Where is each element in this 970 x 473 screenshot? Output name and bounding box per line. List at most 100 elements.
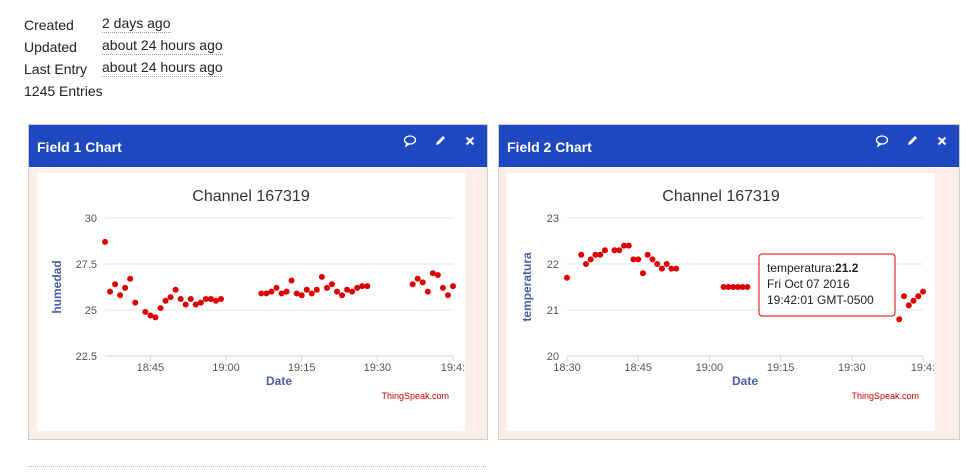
data-point[interactable]: [202, 295, 209, 302]
data-point[interactable]: [212, 297, 219, 304]
pencil-icon[interactable]: [905, 134, 919, 148]
data-point[interactable]: [293, 290, 300, 297]
data-point[interactable]: [630, 256, 637, 263]
y-tick-label: 25: [85, 305, 97, 317]
y-tick-label: 30: [85, 213, 97, 225]
data-point[interactable]: [107, 288, 114, 295]
data-point[interactable]: [414, 275, 421, 282]
data-point[interactable]: [439, 284, 446, 291]
data-point[interactable]: [152, 314, 159, 321]
panel-header: Field 2 Chart: [499, 125, 959, 167]
data-point[interactable]: [429, 270, 436, 277]
data-point[interactable]: [122, 284, 129, 291]
data-point[interactable]: [313, 286, 320, 293]
data-point[interactable]: [142, 308, 149, 315]
data-point[interactable]: [920, 288, 926, 295]
data-point[interactable]: [263, 290, 270, 297]
data-point[interactable]: [616, 247, 623, 254]
data-point[interactable]: [444, 292, 451, 299]
data-point[interactable]: [268, 288, 275, 295]
pencil-icon[interactable]: [433, 134, 447, 148]
data-point[interactable]: [354, 284, 361, 291]
data-point[interactable]: [167, 294, 174, 301]
data-point[interactable]: [132, 299, 139, 306]
data-point[interactable]: [901, 293, 908, 300]
data-point[interactable]: [288, 277, 295, 284]
data-point[interactable]: [308, 290, 315, 297]
data-point[interactable]: [635, 256, 642, 263]
tooltip-value-line: temperatura:21.2: [767, 261, 859, 275]
data-point[interactable]: [739, 284, 746, 290]
data-point[interactable]: [611, 247, 618, 254]
data-point[interactable]: [318, 273, 325, 280]
data-point[interactable]: [625, 242, 632, 249]
data-point[interactable]: [197, 299, 204, 306]
data-point[interactable]: [644, 251, 651, 258]
data-point[interactable]: [182, 301, 189, 308]
data-point[interactable]: [424, 288, 431, 295]
data-point[interactable]: [582, 261, 589, 267]
data-point[interactable]: [639, 270, 646, 277]
data-point[interactable]: [218, 295, 224, 302]
data-point[interactable]: [278, 290, 285, 297]
data-point[interactable]: [905, 302, 912, 309]
data-point[interactable]: [434, 272, 441, 279]
data-point[interactable]: [328, 281, 335, 288]
data-point[interactable]: [654, 261, 661, 267]
data-point[interactable]: [172, 286, 179, 293]
data-point[interactable]: [673, 265, 680, 272]
data-point[interactable]: [127, 275, 134, 282]
data-point[interactable]: [339, 292, 346, 299]
data-point[interactable]: [187, 295, 194, 302]
data-point[interactable]: [578, 251, 585, 258]
data-point[interactable]: [334, 288, 340, 295]
data-point[interactable]: [587, 256, 594, 263]
data-point[interactable]: [725, 284, 732, 290]
comment-icon[interactable]: [403, 134, 417, 148]
data-point[interactable]: [663, 261, 670, 267]
data-point[interactable]: [658, 265, 665, 272]
chart-credit-link[interactable]: ThingSpeak.com: [381, 391, 449, 401]
data-point[interactable]: [349, 288, 356, 295]
data-point[interactable]: [112, 281, 119, 288]
data-point[interactable]: [323, 284, 330, 291]
data-point[interactable]: [450, 283, 456, 290]
data-point[interactable]: [668, 265, 675, 272]
data-point[interactable]: [359, 283, 366, 290]
data-point[interactable]: [649, 256, 656, 263]
data-point[interactable]: [192, 301, 199, 308]
data-point[interactable]: [344, 286, 351, 293]
data-point[interactable]: [896, 316, 903, 323]
close-icon[interactable]: [935, 134, 949, 148]
data-point[interactable]: [720, 284, 727, 290]
data-point[interactable]: [409, 281, 416, 288]
data-point[interactable]: [564, 274, 570, 281]
data-point[interactable]: [730, 284, 737, 290]
data-point[interactable]: [597, 251, 604, 258]
x-tick-label: 19:00: [696, 362, 724, 374]
data-point[interactable]: [620, 242, 627, 249]
data-point[interactable]: [162, 297, 169, 304]
data-point[interactable]: [419, 279, 426, 286]
data-point[interactable]: [258, 290, 265, 297]
data-point[interactable]: [744, 284, 751, 290]
data-point[interactable]: [117, 292, 124, 299]
data-point[interactable]: [273, 284, 280, 291]
close-icon[interactable]: [463, 134, 477, 148]
data-point[interactable]: [157, 305, 164, 312]
data-point[interactable]: [910, 297, 917, 304]
comment-icon[interactable]: [875, 134, 889, 148]
data-point[interactable]: [592, 251, 599, 258]
data-point[interactable]: [147, 312, 154, 319]
data-point[interactable]: [915, 293, 922, 300]
data-point[interactable]: [283, 288, 290, 295]
data-point[interactable]: [177, 295, 184, 302]
data-point[interactable]: [102, 238, 108, 245]
data-point[interactable]: [207, 295, 214, 302]
data-point[interactable]: [734, 284, 741, 290]
chart-credit-link[interactable]: ThingSpeak.com: [851, 391, 919, 401]
data-point[interactable]: [601, 247, 608, 254]
data-point[interactable]: [364, 283, 371, 290]
data-point[interactable]: [303, 286, 310, 293]
data-point[interactable]: [298, 292, 305, 299]
